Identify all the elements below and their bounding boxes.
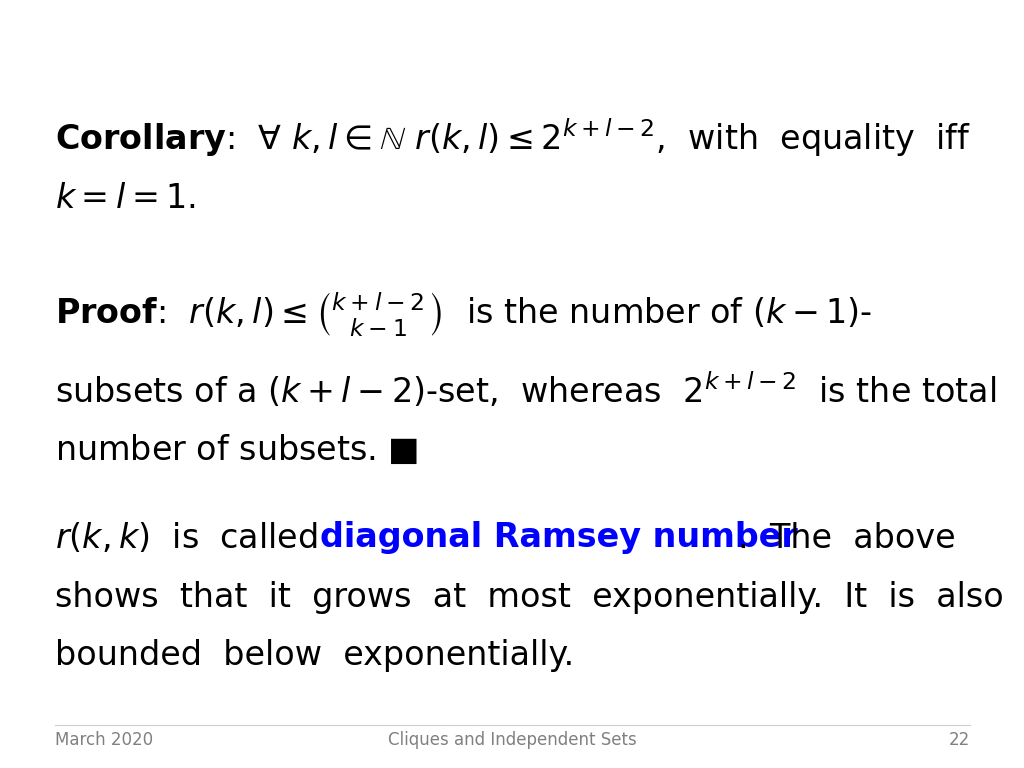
Text: $\mathbf{Proof}$:  $r(k,l) \leq \binom{k+l-2}{k-1}$  is the number of $(k-1)$-: $\mathbf{Proof}$: $r(k,l) \leq \binom{k+… [55,290,872,339]
Polygon shape [905,9,934,26]
Polygon shape [958,81,978,91]
Text: $\mathbf{Corollary}$:  $\forall\ k,l \in \mathbb{N}\ r(k,l) \leq 2^{k+l-2}$,  wi: $\mathbf{Corollary}$: $\forall\ k,l \in … [55,117,971,159]
Text: $k = l = 1.$: $k = l = 1.$ [55,181,196,214]
Text: Cliques and Independent Sets: Cliques and Independent Sets [388,731,636,749]
Text: bounded  below  exponentially.: bounded below exponentially. [55,638,574,671]
Text: number of subsets. $\blacksquare$: number of subsets. $\blacksquare$ [55,433,419,467]
Text: 22: 22 [949,731,970,749]
Text: subsets of a $(k+l-2)$-set,  whereas  $2^{k+l-2}$  is the total: subsets of a $(k+l-2)$-set, whereas $2^{… [55,370,996,410]
Text: March 2020: March 2020 [55,731,154,749]
Polygon shape [910,81,1001,91]
Text: shows  that  it  grows  at  most  exponentially.  It  is  also: shows that it grows at most exponentiall… [55,581,1004,614]
Text: diagonal Ramsey number: diagonal Ramsey number [319,521,798,554]
Text: $r(k,k)$  is  called: $r(k,k)$ is called [55,521,332,555]
Polygon shape [923,24,978,35]
Text: .  The  above: . The above [738,521,955,554]
Polygon shape [958,31,978,81]
